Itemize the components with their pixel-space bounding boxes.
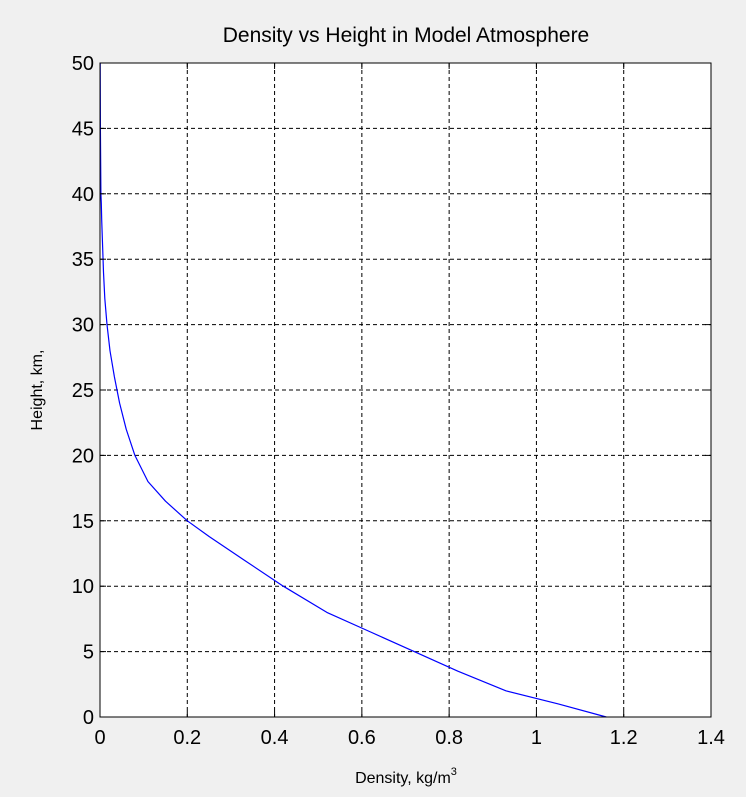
chart-title: Density vs Height in Model Atmosphere (223, 24, 590, 47)
y-tick-label: 40 (72, 184, 94, 206)
y-tick-label: 50 (72, 53, 94, 75)
x-axis-label-superscript: 3 (451, 766, 457, 778)
y-tick-label: 0 (83, 707, 94, 729)
x-axis-label: Density, kg/m3 (355, 766, 457, 787)
x-ticks: 0 0.2 0.4 0.6 0.8 1 1.2 1.4 (94, 63, 725, 749)
x-tick-label: 0.4 (261, 727, 289, 749)
x-tick-label: 0.8 (435, 727, 463, 749)
y-tick-label: 15 (72, 511, 94, 533)
x-tick-label: 1 (531, 727, 542, 749)
y-tick-label: 45 (72, 118, 94, 140)
series-line (99, 62, 607, 718)
y-ticks: 0 5 10 15 20 25 30 35 40 45 50 (72, 53, 711, 729)
series-layer (99, 62, 607, 718)
x-tick-label: 0.2 (173, 727, 201, 749)
grid (100, 63, 711, 717)
y-tick-label: 30 (72, 315, 94, 337)
x-tick-label: 0 (94, 727, 105, 749)
y-tick-label: 10 (72, 576, 94, 598)
y-axis-label: Height, km, (29, 350, 46, 431)
x-tick-label: 1.2 (610, 727, 638, 749)
y-tick-label: 35 (72, 249, 94, 271)
x-tick-label: 1.4 (697, 727, 725, 749)
y-tick-label: 25 (72, 380, 94, 402)
y-tick-label: 20 (72, 445, 94, 467)
x-axis-label-main: Density, kg/m (355, 770, 451, 787)
x-tick-label: 0.6 (348, 727, 376, 749)
y-tick-label: 5 (83, 642, 94, 664)
